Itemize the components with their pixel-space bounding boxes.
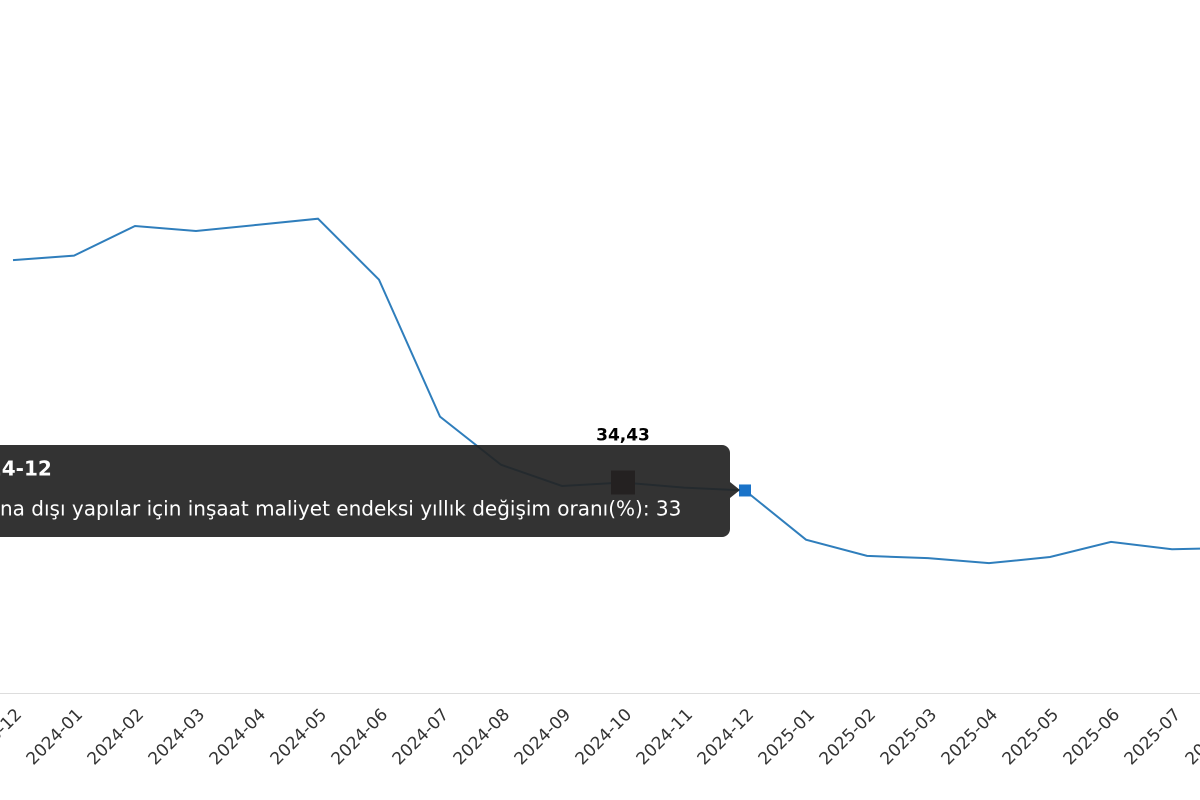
x-tick-label: 2025-05 <box>999 705 1063 769</box>
data-label: 34,43 <box>596 425 650 445</box>
x-tick-label: 2024-11 <box>633 705 697 769</box>
x-tick-label: 2024-01 <box>23 705 87 769</box>
x-tick-label: 2025-04 <box>938 705 1002 769</box>
tooltip-box <box>0 445 730 537</box>
hover-marker <box>739 484 751 497</box>
x-tick-label: 2024-05 <box>267 705 331 769</box>
x-tick-label: 2024-07 <box>389 705 453 769</box>
x-tick-label: 2024-10 <box>572 705 636 769</box>
x-tick-label: 2024-08 <box>450 705 514 769</box>
x-tick-label: 2024-09 <box>511 705 575 769</box>
x-tick-label: 2023-12 <box>0 705 26 769</box>
tooltip: 2024-12 na dışı yapılar için inşaat maliy… <box>0 445 740 537</box>
tooltip-text: na dışı yapılar için inşaat maliyet ende… <box>0 497 681 521</box>
x-tick-label: 2024-12 <box>694 705 758 769</box>
x-tick-label: 2024-06 <box>328 705 392 769</box>
x-tick-label: 2024-04 <box>206 705 270 769</box>
x-tick-label: 2025-01 <box>755 705 819 769</box>
x-tick-label: 2024-02 <box>84 705 148 769</box>
x-tick-label: 2025-07 <box>1121 705 1185 769</box>
x-tick-label: 2025-06 <box>1060 705 1124 769</box>
x-tick-label: 2025-02 <box>816 705 880 769</box>
tooltip-arrow <box>730 482 740 498</box>
x-tick-label: 2024-03 <box>145 705 209 769</box>
x-tick-label: 2025-03 <box>877 705 941 769</box>
x-tick-label: 2025-08 <box>1182 705 1200 769</box>
tooltip-title: 2024-12 <box>0 457 52 481</box>
